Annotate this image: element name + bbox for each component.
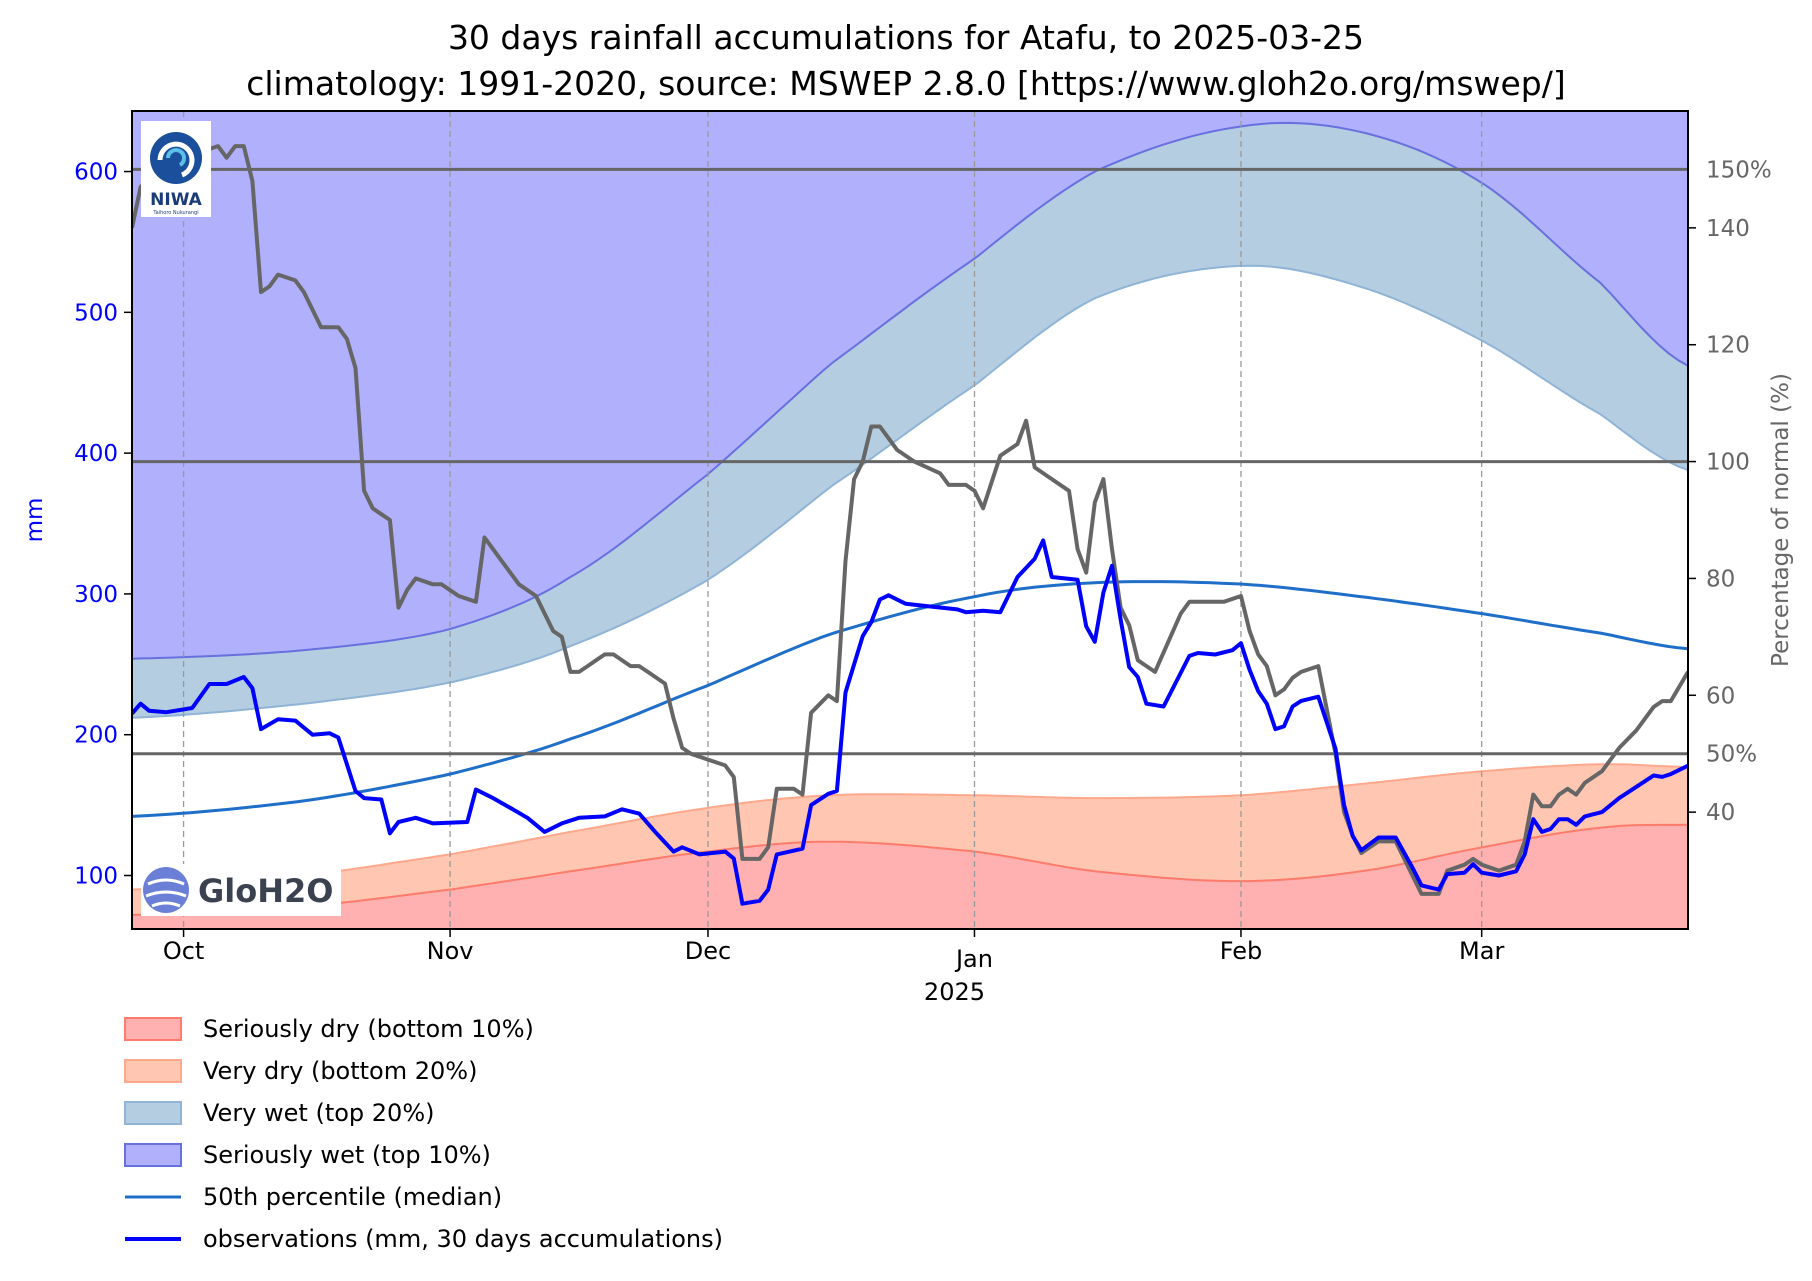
legend-swatch	[124, 1101, 182, 1125]
very-wet-band	[132, 122, 1688, 718]
legend-label: Very dry (bottom 20%)	[203, 1057, 477, 1085]
niwa-logo-text: NIWA	[150, 190, 203, 210]
right-tick-label: 100	[1706, 450, 1750, 476]
x-tick-label: Oct	[163, 937, 205, 965]
left-tick-label: 500	[74, 300, 118, 326]
normal-range-region	[132, 122, 1688, 890]
left-tick-label: 300	[74, 582, 118, 608]
chart-subtitle: climatology: 1991-2020, source: MSWEP 2.…	[246, 64, 1566, 103]
x-tick-label: Jan	[954, 945, 993, 973]
x-tick-label: Nov	[427, 937, 474, 965]
right-tick-label: 140	[1706, 216, 1750, 242]
median-line	[132, 580, 1688, 818]
p10-edge-line	[132, 823, 1688, 916]
globe-icon	[143, 867, 189, 913]
p20-edge-line	[132, 763, 1688, 891]
left-axis-label: mm	[22, 498, 48, 543]
right-tick-label: 40	[1706, 800, 1735, 826]
x-tick-label: Dec	[685, 937, 731, 965]
percent-of-normal-line	[132, 144, 1688, 896]
p80-edge-line	[132, 264, 1688, 719]
legend-label: Seriously dry (bottom 10%)	[203, 1015, 534, 1043]
gloh2o-logo-text: GloH2O	[198, 872, 333, 910]
legend-label: Seriously wet (top 10%)	[203, 1141, 491, 1169]
legend-swatch	[124, 1143, 182, 1167]
legend-label: observations (mm, 30 days accumulations)	[203, 1225, 723, 1253]
right-tick-label: 80	[1706, 566, 1735, 592]
p90-edge-line	[132, 121, 1688, 660]
legend: Seriously dry (bottom 10%) Very dry (bott…	[124, 1015, 723, 1253]
legend-label: Very wet (top 20%)	[203, 1099, 434, 1127]
chart-title: 30 days rainfall accumulations for Atafu…	[448, 18, 1364, 57]
right-tick-label: 120	[1706, 333, 1750, 359]
left-tick-label: 100	[74, 863, 118, 889]
legend-swatch	[124, 1017, 182, 1041]
right-y-axis: 40 60 80 100 120 140 50% 150% Percentage of norm…	[1688, 157, 1794, 826]
x-tick-label: Mar	[1459, 937, 1504, 965]
niwa-logo-tagline: Taihoro Nukurangi	[152, 210, 198, 216]
reference-line-label: 150%	[1706, 157, 1772, 183]
left-tick-label: 600	[74, 160, 118, 186]
plot-area	[132, 111, 1688, 929]
left-tick-label: 400	[74, 441, 118, 467]
plot-frame	[131, 110, 1689, 930]
right-axis-label: Percentage of normal (%)	[1768, 373, 1794, 667]
x-axis: Oct Nov Dec Jan 2025 Feb Mar	[163, 929, 1504, 1006]
reference-line-label: 50%	[1706, 742, 1757, 768]
gloh2o-logo: GloH2O	[141, 864, 341, 916]
seriously-dry-band	[132, 824, 1688, 929]
left-tick-label: 200	[74, 723, 118, 749]
right-tick-label: 60	[1706, 683, 1735, 709]
x-tick-sublabel: 2025	[924, 978, 985, 1006]
x-tick-label: Feb	[1220, 937, 1263, 965]
legend-label: 50th percentile (median)	[203, 1183, 502, 1211]
niwa-logo: NIWA Taihoro Nukurangi	[141, 121, 211, 217]
legend-swatch	[124, 1059, 182, 1083]
observations-line	[132, 538, 1688, 906]
left-y-axis: 100 200 300 400 500 600 mm	[22, 160, 132, 889]
